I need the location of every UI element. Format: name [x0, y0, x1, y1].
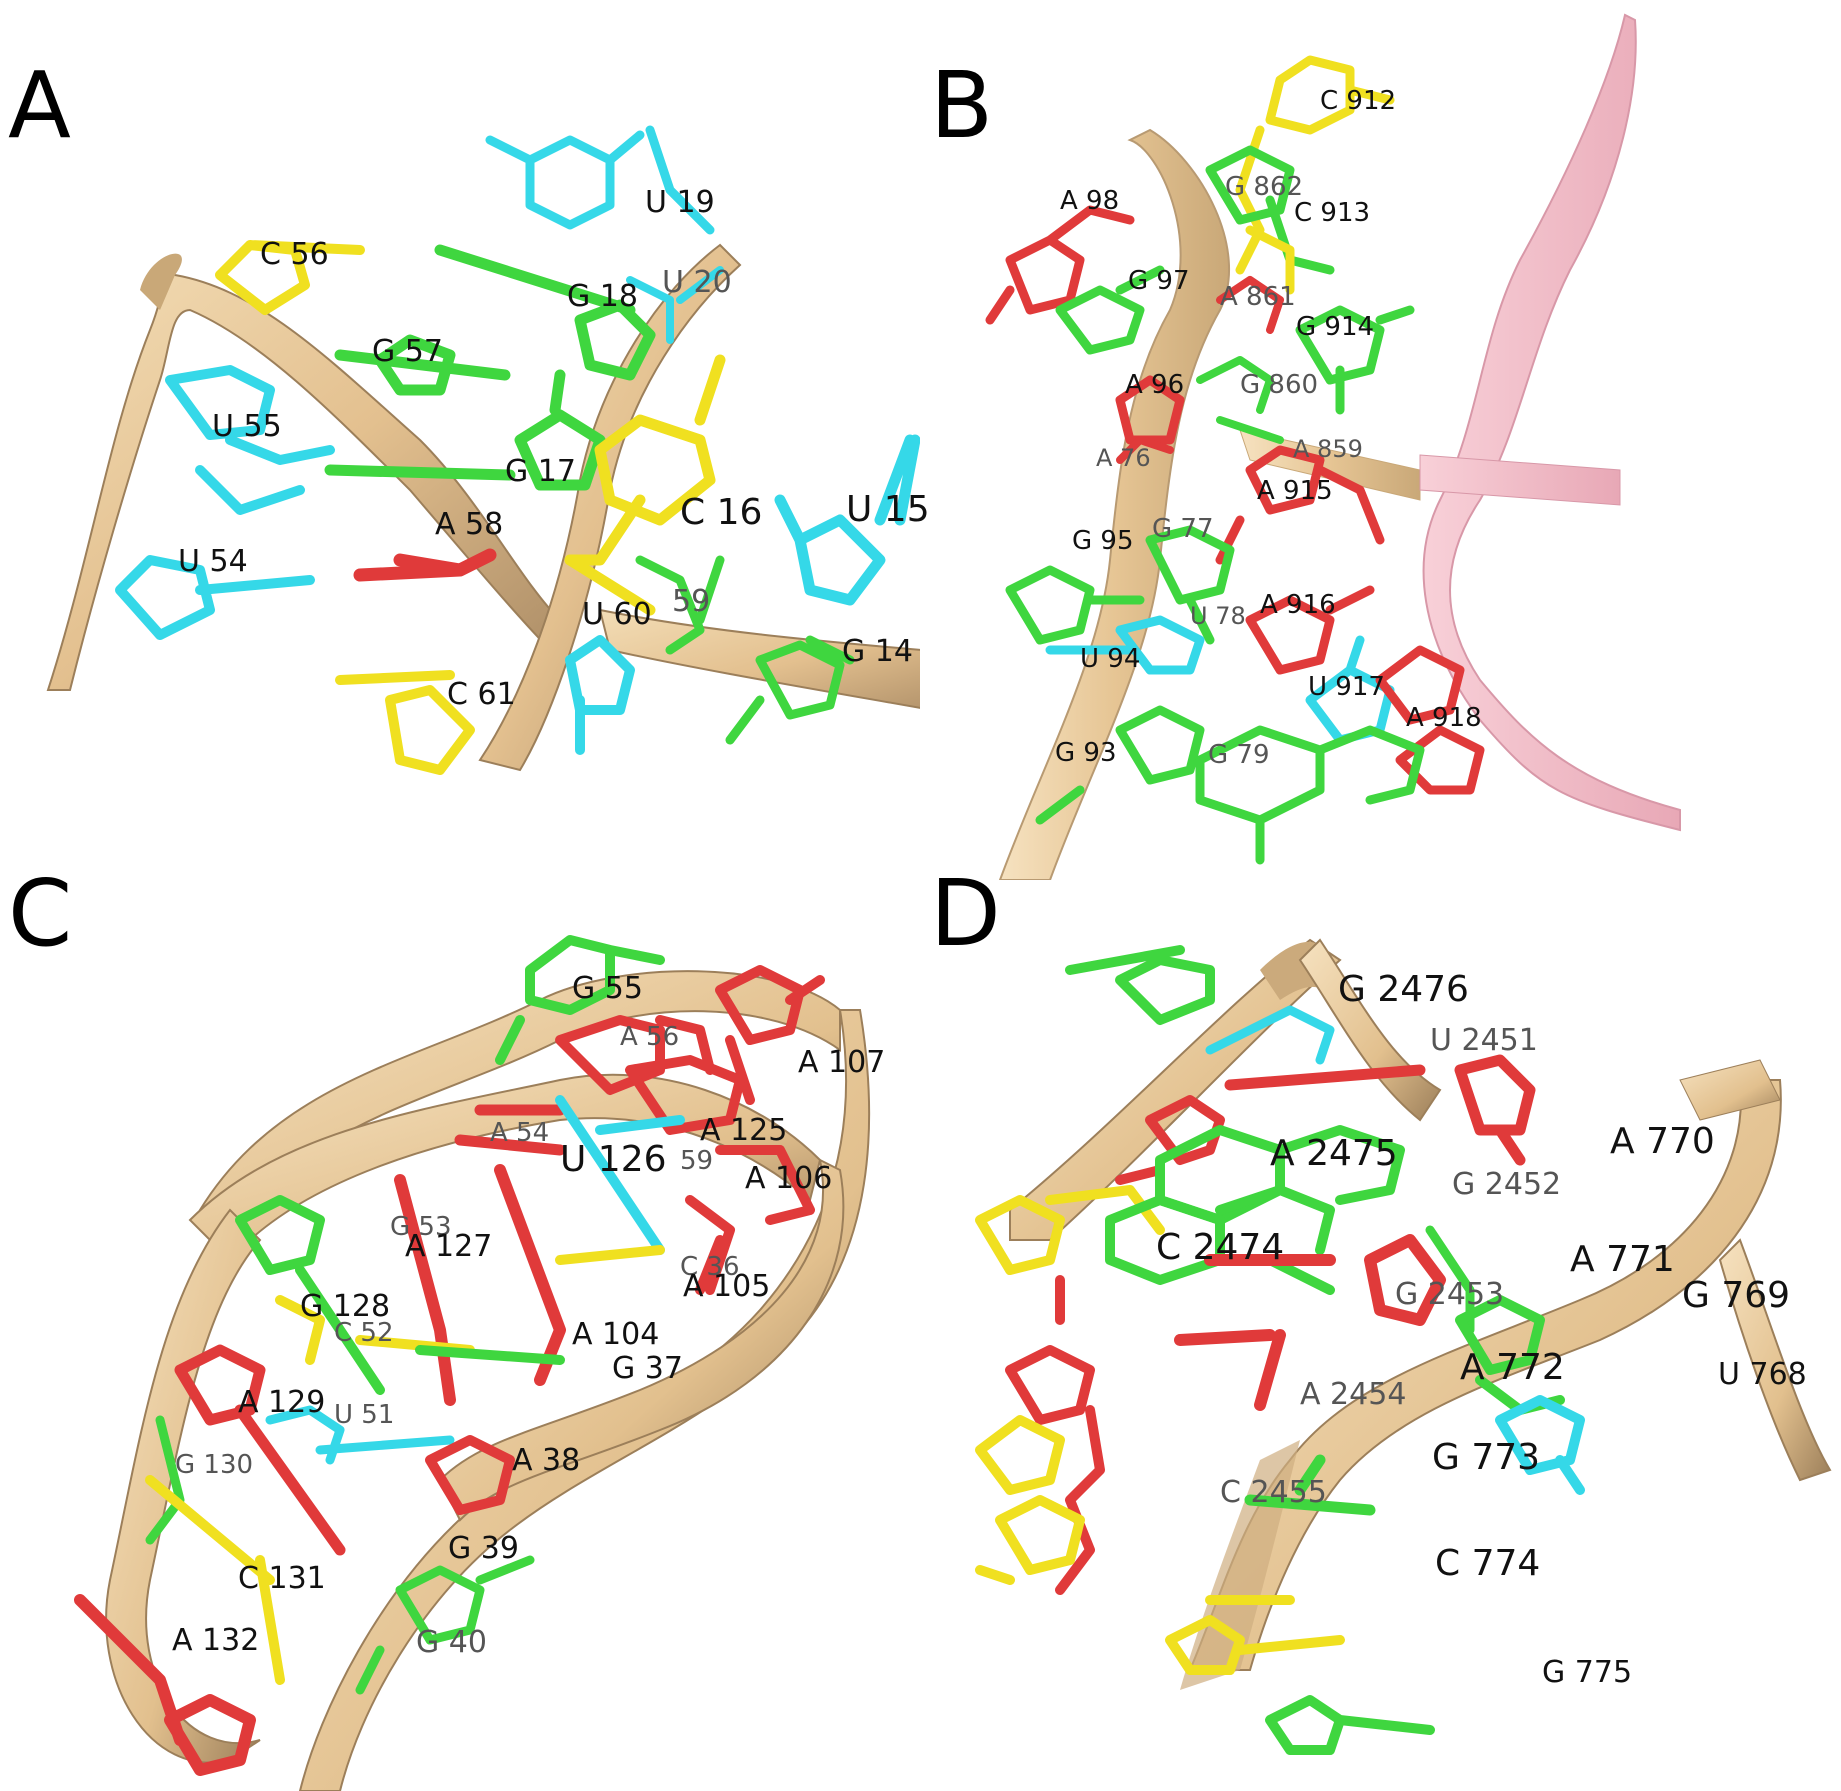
residue-label: G 97	[1128, 266, 1190, 296]
nucleotide-sticks	[115, 125, 920, 775]
residue-label: A 916	[1260, 590, 1336, 620]
panel-letter-c: C	[8, 868, 72, 960]
residue-label: A 107	[798, 1045, 886, 1080]
panel-c: C C G 55 A 56 A 107 A 125 A 54 U 126 59 …	[0, 868, 920, 1791]
residue-label: A 104	[572, 1317, 660, 1352]
residue-label: A 129	[238, 1385, 326, 1420]
residue-label: U 126	[560, 1139, 667, 1180]
residue-label: C 36	[680, 1252, 740, 1282]
residue-label: U 60	[582, 597, 652, 632]
residue-label: G 2453	[1395, 1277, 1505, 1312]
residue-label: A 54	[490, 1118, 550, 1148]
nucleotide-sticks	[975, 945, 1585, 1755]
residue-label: A 132	[172, 1623, 260, 1658]
residue-label: A 859	[1293, 435, 1363, 463]
residue-label: A 915	[1257, 476, 1333, 506]
residue-label: A 125	[700, 1113, 788, 1148]
panel-a: A U 19 C 56 U 20 G 18 G 57 U 55 G 17 C 1…	[0, 0, 930, 880]
panel-a-structure	[46, 125, 920, 775]
residue-label: G 53	[390, 1212, 452, 1242]
residue-label: 59	[672, 584, 711, 619]
residue-label: G 775	[1542, 1655, 1633, 1690]
residue-label: A 861	[1220, 282, 1296, 312]
residue-label: G 860	[1240, 370, 1319, 400]
residue-label: C 16	[680, 492, 763, 533]
panel-letter: D	[930, 860, 1001, 967]
residue-label: G 17	[505, 454, 576, 489]
residue-label: A 58	[435, 507, 504, 542]
residue-label: A 106	[745, 1161, 833, 1196]
residue-label: A 38	[512, 1443, 581, 1478]
residue-label: C 52	[334, 1318, 394, 1348]
residue-label: U 54	[178, 544, 248, 579]
residue-label: U 917	[1308, 672, 1385, 702]
residue-label: U 2451	[1430, 1023, 1538, 1058]
residue-label: 59	[680, 1146, 714, 1176]
residue-label: G 773	[1432, 1437, 1541, 1478]
nucleotide-sticks	[985, 55, 1485, 865]
residue-label: U 19	[645, 185, 715, 220]
panel-letter: B	[930, 52, 994, 159]
residue-label: U 15	[846, 489, 930, 530]
residue-label: G 2476	[1338, 969, 1469, 1010]
panel-b-structure	[985, 13, 1681, 880]
residue-label: A 770	[1610, 1121, 1715, 1162]
residue-label: A 127	[405, 1229, 493, 1264]
residue-label: U 78	[1190, 602, 1246, 630]
residue-label: U 55	[212, 409, 282, 444]
residue-label: A 771	[1570, 1239, 1675, 1280]
residue-label: C 774	[1435, 1543, 1541, 1584]
residue-label: G 77	[1152, 514, 1214, 544]
panel-letter: A	[8, 52, 71, 159]
residue-label: C 131	[238, 1561, 326, 1596]
residue-label: U 51	[334, 1400, 395, 1430]
residue-label: C 56	[260, 237, 329, 272]
residue-label: G 14	[842, 634, 913, 669]
residue-label: G 18	[567, 279, 638, 314]
residue-label: U 94	[1080, 644, 1141, 674]
residue-label: G 57	[372, 334, 443, 369]
residue-label: G 914	[1296, 312, 1375, 342]
residue-label: U 768	[1718, 1357, 1807, 1392]
residue-label: U 20	[662, 265, 732, 300]
panel-b: B C 912 A 98 G 862 C 913 G 97 A 861 G 91…	[920, 0, 1841, 880]
panel-d: D G 2476 U 2451 A 2475 A 770 G 2452 C 24…	[920, 868, 1841, 1791]
panel-letter-c-text: C	[8, 860, 73, 967]
residue-label: G 95	[1072, 526, 1134, 556]
residue-label: C 61	[447, 677, 516, 712]
residue-label: C 2474	[1156, 1227, 1285, 1268]
residue-label: G 79	[1208, 740, 1270, 770]
nucleotide-sticks	[74, 935, 825, 1776]
residue-label: A 96	[1125, 370, 1185, 400]
residue-label: G 128	[300, 1289, 391, 1324]
residue-label: G 2452	[1452, 1167, 1562, 1202]
residue-label: G 55	[572, 971, 643, 1006]
residue-label: A 772	[1460, 1347, 1565, 1388]
residue-label: A 56	[620, 1022, 680, 1052]
residue-label: G 39	[448, 1531, 519, 1566]
residue-label: C 913	[1294, 198, 1371, 228]
residue-label: G 862	[1225, 172, 1304, 202]
residue-label: C 2455	[1220, 1475, 1327, 1510]
residue-label: A 98	[1060, 186, 1120, 216]
residue-label: C 912	[1320, 86, 1397, 116]
residue-label: G 93	[1055, 738, 1117, 768]
residue-label: A 2475	[1270, 1133, 1398, 1174]
residue-label: A 2454	[1300, 1377, 1407, 1412]
residue-label: A 918	[1406, 703, 1482, 733]
residue-label: A 105	[683, 1269, 771, 1304]
residue-label: G 37	[612, 1351, 683, 1386]
panel-d-structure	[975, 938, 1832, 1755]
residue-label: G 769	[1682, 1275, 1791, 1316]
residue-label: G 130	[175, 1450, 254, 1480]
panel-c-structure	[74, 935, 871, 1791]
residue-label: A 76	[1096, 444, 1151, 472]
residue-label: G 40	[416, 1625, 487, 1660]
